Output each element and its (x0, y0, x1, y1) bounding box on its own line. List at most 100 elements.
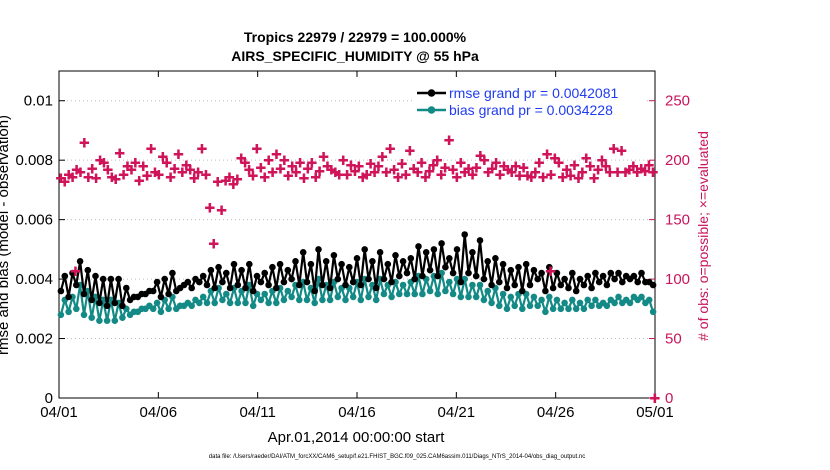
bias-series-point (511, 302, 518, 310)
obs-count-point: ✚ (173, 148, 184, 163)
y-axis-ticks: 0 0.002 0.004 0.006 0.008 0.01 (15, 93, 65, 407)
obs-count-point: ✚ (377, 151, 388, 166)
obs-count-point: ✚ (612, 166, 623, 181)
bias-series-point (149, 305, 157, 313)
obs-count-extra-point: ✚ (545, 265, 556, 280)
rmse-series-point (538, 269, 545, 277)
rmse-series-point (588, 284, 595, 292)
rmse-series-point (322, 258, 330, 265)
rmse-series-point (492, 254, 499, 262)
bias-series-point (584, 296, 591, 304)
rmse-series-point (149, 287, 157, 295)
obs-count-point: ✚ (295, 157, 306, 172)
rmse-series-point (426, 266, 434, 274)
rmse-series-point (392, 252, 399, 259)
bias-series-point (519, 305, 526, 313)
obs-count-point: ✚ (585, 160, 596, 175)
obs-count-point: ✚ (459, 166, 470, 181)
obs-count-point: ✚ (165, 171, 176, 186)
bias-series-point (411, 290, 419, 298)
rmse-series-point (534, 275, 541, 283)
legend-bias-label: bias grand pr = 0.0034228 (449, 102, 613, 118)
bias-series-point (476, 281, 484, 289)
bias-series-point (311, 299, 319, 307)
obs-count-point: ✚ (56, 172, 67, 187)
y2-tick-label: 250 (665, 93, 690, 110)
obs-count-point: ✚ (291, 166, 302, 181)
rmse-series-point (311, 287, 319, 295)
bias-series-point (419, 290, 426, 298)
obs-count-extra-point: ✚ (70, 265, 81, 280)
bias-series-point (303, 296, 311, 304)
rmse-series-point (153, 278, 161, 286)
obs-count-point: ✚ (134, 174, 145, 189)
bias-series-point (372, 296, 380, 304)
rmse-series-point (511, 281, 518, 289)
rmse-series-point (553, 269, 561, 277)
rmse-series-point (330, 252, 338, 259)
x-tick-label: 04/01 (40, 404, 78, 421)
rmse-series-point (57, 287, 65, 295)
obs-count-point: ✚ (416, 157, 427, 172)
obs-count-point: ✚ (83, 171, 94, 186)
obs-count-point: ✚ (224, 171, 235, 186)
obs-count-point: ✚ (483, 166, 494, 181)
bias-series-point (603, 302, 611, 310)
obs-count-point: ✚ (110, 173, 121, 188)
rmse-series-point (380, 275, 388, 283)
rmse-series-line (59, 233, 654, 307)
rmse-series-point (284, 266, 292, 274)
rmse-series-point (434, 272, 442, 280)
obs-count-point: ✚ (350, 165, 361, 180)
obs-count-point: ✚ (365, 158, 376, 173)
bias-series-point (542, 308, 549, 316)
obs-count-point: ✚ (436, 168, 447, 183)
obs-count-point: ✚ (440, 161, 451, 176)
bias-series-point (446, 278, 453, 286)
obs-count-point: ✚ (216, 204, 227, 219)
obs-count-point: ✚ (616, 145, 627, 160)
obs-count-point: ✚ (569, 159, 580, 174)
obs-count-point: ✚ (597, 154, 608, 169)
rmse-series-point (457, 278, 465, 286)
rmse-series-point (73, 281, 80, 289)
rmse-series-point (96, 299, 103, 307)
obs-count-point: ✚ (208, 237, 219, 252)
bias-series-point (188, 302, 195, 310)
bias-series-point (457, 293, 465, 301)
obs-count-point: ✚ (518, 161, 529, 176)
obs-count-point: ✚ (130, 157, 141, 172)
rmse-series-point (157, 293, 165, 301)
obs-count-point: ✚ (565, 170, 576, 185)
bias-series-point (242, 299, 249, 307)
obs-count-point: ✚ (455, 157, 466, 172)
bias-series-point (488, 299, 495, 307)
y2-tick-label: 150 (665, 212, 690, 229)
bias-series-point (96, 317, 103, 325)
rmse-series-point (446, 254, 453, 262)
rmse-series-point (273, 284, 280, 292)
rmse-series-point (484, 258, 492, 265)
obs-count-point: ✚ (326, 164, 337, 179)
bias-series-point (326, 296, 334, 304)
legend-rmse-marker (427, 89, 436, 97)
obs-count-point: ✚ (154, 168, 165, 183)
bias-series-point (649, 308, 657, 316)
y-axis-label: rmse and bias (model - observation) (0, 115, 12, 355)
obs-count-point: ✚ (103, 164, 114, 179)
rmse-series-point (349, 278, 357, 286)
rmse-series-point (411, 275, 419, 283)
obs-count-point: ✚ (546, 168, 557, 183)
rmse-series-point (257, 278, 265, 286)
obs-count-point: ✚ (593, 164, 604, 179)
rmse-series (57, 231, 657, 310)
obs-count-point: ✚ (310, 171, 321, 186)
obs-count-point: ✚ (448, 164, 459, 179)
obs-count-point: ✚ (640, 165, 651, 180)
obs-count-point: ✚ (205, 202, 216, 217)
bias-series-point (499, 290, 507, 298)
bias-series-point (645, 296, 653, 304)
obs-count-point: ✚ (542, 148, 553, 163)
obs-count-point: ✚ (114, 147, 125, 162)
rmse-series-point (107, 275, 115, 283)
